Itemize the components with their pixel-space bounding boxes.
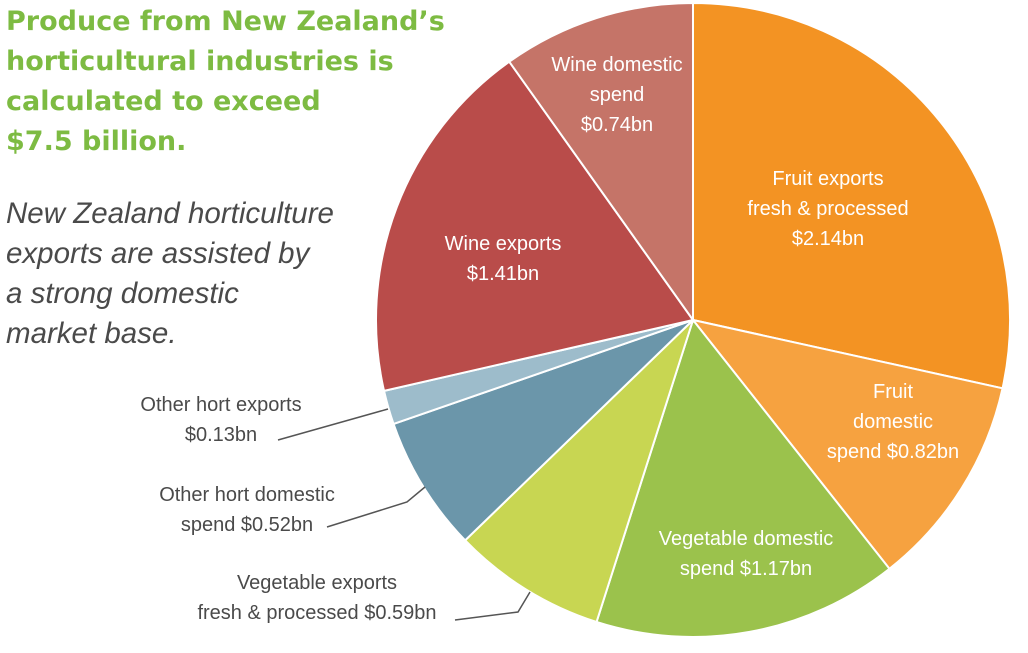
slice-label-line: Fruit	[873, 381, 913, 403]
slice-wine-domestic	[507, 1, 694, 324]
slice-label-vegetable-domestic: Vegetable domestic spend $1.17bn	[659, 528, 834, 580]
slice-label-line: Fruit exports	[772, 168, 883, 190]
slice-label-line: spend $0.82bn	[827, 441, 959, 463]
slice-label-line: Vegetable domestic	[659, 528, 834, 550]
slice-vegetable-exports	[463, 319, 694, 624]
slice-label-line: Wine domestic	[551, 54, 682, 76]
leader-line-other-hort-domestic	[326, 486, 426, 528]
subheading: New Zealand horticulture exports are ass…	[6, 197, 334, 350]
slice-label-line: $1.41bn	[467, 263, 539, 285]
slice-label-line: Wine exports	[445, 233, 562, 255]
slice-label-line: spend $0.52bn	[181, 514, 313, 536]
slice-label-line: $0.13bn	[185, 424, 257, 446]
slice-label-line: Vegetable exports	[237, 572, 397, 594]
slice-label-fruit-exports: Fruit exports fresh & processed $2.14bn	[747, 168, 908, 250]
slice-label-line: Other hort exports	[140, 394, 301, 416]
slice-label-line: spend $1.17bn	[680, 558, 812, 580]
slice-label-other-hort-domestic: Other hort domestic spend $0.52bn	[159, 484, 335, 536]
slice-label-wine-domestic: Wine domestic spend $0.74bn	[551, 54, 682, 136]
slice-label-line: Other hort domestic	[159, 484, 335, 506]
slice-fruit-exports	[692, 1, 1011, 390]
slice-label-line: $0.74bn	[581, 114, 653, 136]
slice-vegetable-domestic	[595, 317, 891, 638]
leader-line-vegetable-exports	[454, 591, 531, 621]
slice-label-fruit: Fruit domestic spend $0.82bn	[827, 381, 959, 463]
slice-wine-exports	[375, 60, 695, 393]
slice-label-line: fresh & processed $0.59bn	[197, 602, 436, 624]
slice-label-line: spend	[590, 84, 645, 106]
slice-label-line: domestic	[853, 411, 933, 433]
slice-label-line: fresh & processed	[747, 198, 908, 220]
slice-label-other-hort-exports: Other hort exports $0.13bn	[140, 394, 301, 446]
slice-fruit	[690, 318, 1004, 571]
slice-label-wine-exports: Wine exports $1.41bn	[445, 233, 562, 285]
slice-label-line: $2.14bn	[792, 228, 864, 250]
slice-other-hort-domestic	[392, 319, 694, 542]
leader-line-other-hort-exports	[277, 408, 389, 441]
headline: Produce from New Zealand’s horticultural…	[6, 6, 445, 157]
slice-label-vegetable-exports: Vegetable exports fresh & processed $0.59…	[197, 572, 436, 624]
